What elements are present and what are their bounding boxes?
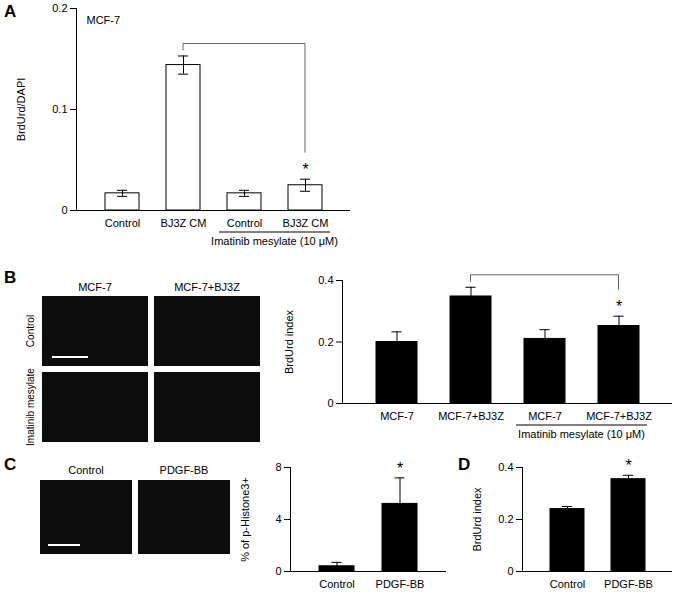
svg-text:MCF-7+BJ3Z: MCF-7+BJ3Z — [438, 410, 504, 422]
svg-text:BJ3Z CM: BJ3Z CM — [161, 217, 207, 229]
svg-text:*: * — [302, 161, 308, 178]
html-text:MCF-7+BJ3Z: MCF-7+BJ3Z — [174, 281, 240, 293]
svg-text:0.2: 0.2 — [52, 2, 67, 14]
svg-text:% of p-Histone3+: % of p-Histone3+ — [239, 477, 251, 562]
svg-text:4: 4 — [275, 513, 281, 525]
svg-text:Imatinib mesylate (10 μM): Imatinib mesylate (10 μM) — [211, 235, 338, 247]
html-text:Control: Control — [68, 464, 104, 476]
html-text:PDGF-BB: PDGF-BB — [159, 464, 209, 476]
svg-text:*: * — [616, 298, 622, 315]
svg-text:PDGF-BB: PDGF-BB — [604, 578, 653, 590]
svg-text:0: 0 — [507, 565, 513, 577]
svg-text:PDGF-BB: PDGF-BB — [376, 578, 425, 590]
html-text:D: D — [458, 455, 471, 474]
svg-text:MCF-7: MCF-7 — [528, 410, 562, 422]
svg-text:BrdUrd index: BrdUrd index — [283, 309, 295, 374]
svg-text:0.2: 0.2 — [318, 336, 333, 348]
svg-text:Control: Control — [227, 217, 262, 229]
svg-text:0.2: 0.2 — [498, 513, 513, 525]
svg-text:Control: Control — [550, 578, 585, 590]
html-text:MCF-7: MCF-7 — [78, 281, 112, 293]
svg-text:BrdUrd index: BrdUrd index — [471, 487, 483, 552]
svg-text:MCF-7: MCF-7 — [87, 14, 121, 26]
svg-text:BJ3Z CM: BJ3Z CM — [283, 217, 329, 229]
svg-text:MCF-7+BJ3Z: MCF-7+BJ3Z — [586, 410, 652, 422]
svg-text:*: * — [397, 460, 403, 477]
html-text:Imatinib mesylate: Imatinib mesylate — [24, 368, 36, 446]
svg-text:Control: Control — [319, 578, 354, 590]
svg-text:0.4: 0.4 — [498, 461, 513, 473]
html-text:C: C — [4, 455, 17, 474]
svg-text:BrdUrd/DAPI: BrdUrd/DAPI — [15, 78, 27, 142]
svg-text:MCF-7: MCF-7 — [380, 410, 414, 422]
html-text:B: B — [4, 268, 17, 287]
svg-text:*: * — [625, 457, 631, 474]
svg-text:0.1: 0.1 — [52, 103, 67, 115]
svg-text:0: 0 — [275, 565, 281, 577]
html-text:A: A — [4, 2, 17, 21]
svg-text:Control: Control — [105, 217, 140, 229]
svg-text:0.4: 0.4 — [318, 274, 333, 286]
svg-text:0: 0 — [327, 397, 333, 409]
html-text:Control: Control — [24, 314, 36, 348]
svg-text:0: 0 — [61, 204, 67, 216]
svg-text:Imatinib mesylate (10 μM): Imatinib mesylate (10 μM) — [518, 428, 645, 440]
svg-text:8: 8 — [275, 461, 281, 473]
